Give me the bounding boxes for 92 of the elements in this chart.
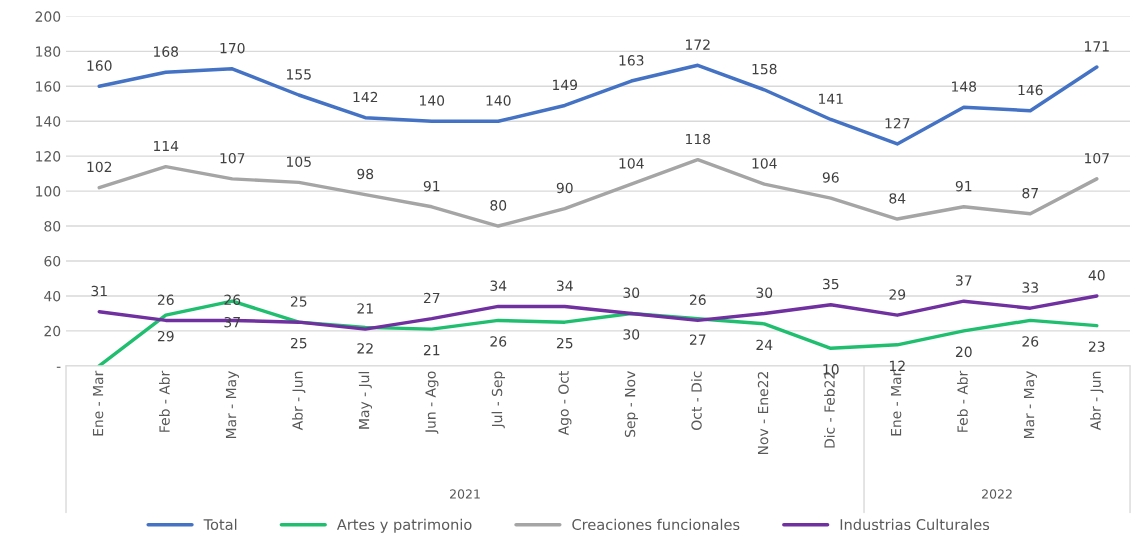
x-tick-label: Jun - Ago — [425, 371, 439, 434]
legend-label: Industrias Culturales — [840, 518, 990, 531]
data-label: 155 — [287, 69, 311, 80]
data-label: 27 — [423, 292, 440, 304]
y-tick-label: 20 — [44, 325, 61, 337]
data-label: 34 — [490, 280, 507, 291]
data-label: 171 — [1085, 41, 1109, 52]
data-label: 158 — [752, 63, 777, 75]
x-tick-label: May - Jul — [358, 371, 372, 429]
y-tick-label: 60 — [44, 255, 61, 267]
data-label: 34 — [556, 280, 573, 291]
x-tick-label: Sep - Nov — [624, 371, 638, 437]
data-label: 168 — [154, 46, 179, 57]
x-tick-label: Feb - Abr — [957, 370, 968, 432]
data-label: 91 — [423, 180, 440, 192]
data-label: 87 — [1022, 187, 1038, 199]
x-tick-label: Ene - Mar — [92, 370, 104, 436]
data-label: 35 — [823, 278, 839, 290]
data-label: 98 — [357, 168, 374, 180]
data-label: 149 — [553, 79, 578, 91]
data-label: 160 — [87, 60, 112, 71]
data-label: 80 — [490, 200, 507, 211]
data-label: 163 — [619, 55, 644, 66]
data-label: 27 — [689, 334, 706, 345]
x-tick-label: Mar - May — [225, 371, 239, 439]
data-label: 140 — [486, 95, 511, 106]
data-label: 107 — [220, 152, 245, 164]
data-label: 30 — [756, 287, 773, 298]
data-label: 91 — [955, 180, 972, 192]
data-label: 25 — [290, 296, 307, 307]
data-label: 105 — [287, 156, 311, 167]
data-label: 172 — [686, 39, 710, 50]
x-tick-label: Ene - Mar — [890, 370, 902, 436]
data-label: 23 — [1088, 341, 1105, 352]
data-label: 170 — [220, 42, 245, 54]
data-label: 20 — [955, 346, 972, 358]
data-label: 114 — [154, 140, 179, 152]
data-label: 102 — [87, 161, 112, 173]
data-label: 33 — [1022, 282, 1038, 293]
text: 2021 — [450, 489, 480, 499]
data-label: 26 — [689, 294, 706, 305]
y-tick-label: - — [56, 366, 61, 368]
data-label: 21 — [357, 303, 373, 314]
y-tick-label: 140 — [36, 116, 61, 127]
data-label: 142 — [353, 91, 378, 103]
x-tick-label: Abr - Jun — [1090, 371, 1104, 431]
y-tick-label: 80 — [44, 221, 61, 232]
data-label: 29 — [889, 289, 906, 300]
data-label: 30 — [623, 287, 640, 298]
text: 2022 — [982, 489, 1012, 499]
data-label: 26 — [490, 336, 507, 347]
x-tick-label: Ago - Oct — [558, 371, 572, 436]
data-label: 12 — [889, 360, 905, 371]
data-label: 26 — [1022, 336, 1039, 347]
data-label: 25 — [556, 337, 573, 349]
legend-label: Total — [203, 518, 237, 531]
y-tick-label: 160 — [36, 81, 61, 92]
x-tick-label: Abr - Jun — [292, 371, 306, 431]
data-label: 104 — [619, 158, 644, 169]
data-label: 141 — [819, 93, 843, 104]
data-label: 22 — [357, 343, 373, 354]
data-label: 37 — [956, 275, 972, 286]
data-label: 127 — [885, 118, 910, 129]
data-label: 104 — [752, 158, 777, 169]
x-tick-label: Oct - Dic — [691, 371, 702, 430]
data-label: 140 — [420, 95, 445, 106]
data-label: 40 — [1088, 270, 1105, 281]
x-tick-label: Feb - Abr — [159, 370, 170, 432]
y-tick-label: 120 — [36, 151, 61, 162]
data-label: 84 — [889, 193, 906, 204]
x-tick-label: Jul - Sep — [491, 371, 505, 429]
data-label: 31 — [91, 285, 107, 297]
data-label: 26 — [157, 294, 174, 305]
x-tick-label: Mar - May — [1023, 371, 1037, 439]
legend-label: Creaciones funcionales — [572, 518, 740, 531]
data-label: 25 — [290, 337, 307, 349]
data-label: 29 — [157, 330, 174, 342]
y-tick-label: 100 — [36, 186, 61, 197]
data-label: 90 — [556, 182, 573, 194]
legend-label: Artes y patrimonio — [336, 518, 472, 533]
y-tick-label: 200 — [35, 11, 61, 22]
data-label: 107 — [1085, 152, 1109, 164]
y-tick-label: 40 — [44, 290, 61, 302]
data-label: 146 — [1018, 84, 1043, 96]
data-label: 21 — [423, 344, 440, 356]
y-tick-label: 180 — [36, 46, 61, 57]
x-tick-label: Nov - Ene22 — [757, 372, 769, 455]
data-label: 30 — [623, 329, 640, 340]
data-label: 148 — [952, 81, 977, 92]
data-label: 118 — [686, 133, 711, 145]
data-label: 96 — [822, 172, 839, 183]
data-label: 24 — [756, 339, 773, 350]
